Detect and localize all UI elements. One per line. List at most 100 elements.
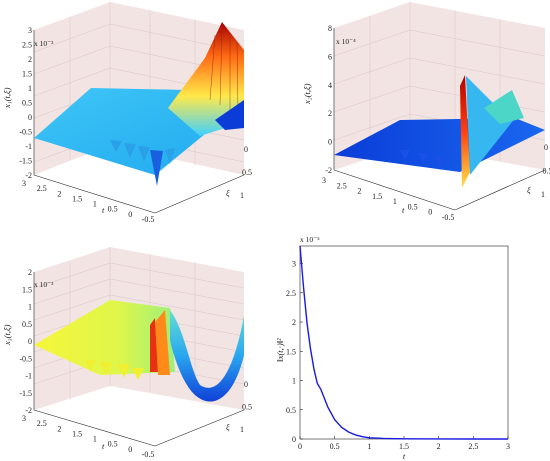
- p3-exponent: x 10⁻³: [34, 280, 54, 289]
- z-tick-label: -1.5: [19, 389, 32, 398]
- p3-zlabel: x₃(t,ξ): [2, 324, 12, 346]
- z-tick-label: 3: [28, 26, 32, 35]
- x-tick-label: 2: [437, 442, 441, 451]
- panel-x1: [33, 2, 245, 214]
- p2-zlabel: x₂(t,ξ): [302, 83, 312, 105]
- z-tick-label: -2: [25, 406, 32, 415]
- p1-z-ticks: 3 2.5 2 1.5 1 0.5 0 -0.5 -1 -1.5 -2: [19, 26, 32, 180]
- surface-bump: [484, 90, 524, 124]
- panel-norm: 0 0.5 1 1.5 2 2.5 3 0 0.5 1 1.5 2 2.5 3: [286, 245, 510, 451]
- t-tick-label: 1: [93, 200, 97, 209]
- t-tick-label: 0.5: [108, 205, 118, 214]
- p2-z-ticks: 8 6 4 2 0 -2: [325, 24, 332, 175]
- x-tick-label: 0.5: [330, 442, 340, 451]
- t-tick-label: 2.5: [337, 181, 347, 190]
- p3-xi-ticks: 00.51: [240, 380, 252, 434]
- t-tick-label: 1: [393, 197, 397, 206]
- xi-tick-label: 0: [244, 380, 248, 389]
- t-tick-label: 2.5: [37, 184, 47, 193]
- p3-t-ticks: 3 2.5 2 1.5 1 0.5 0 -0.5: [22, 414, 154, 459]
- z-tick-label: 2: [328, 109, 332, 118]
- t-tick-label: 0: [428, 208, 432, 217]
- t-tick-label: -0.5: [142, 215, 155, 224]
- p1-zlabel: x₁(t,ξ): [2, 87, 12, 109]
- z-tick-label: 1.5: [22, 285, 32, 294]
- surface-plateau: [34, 300, 175, 375]
- t-tick-label: 0: [128, 445, 132, 454]
- t-tick-label: 1: [93, 435, 97, 444]
- p2-exponent: x 10⁻⁴: [336, 37, 356, 46]
- y-tick-label: 1: [292, 377, 296, 386]
- xi-tick-label: 1: [240, 191, 244, 200]
- t-tick-label: 1.5: [372, 192, 382, 201]
- x-tick-label: 2.5: [468, 442, 478, 451]
- z-tick-label: 1: [28, 84, 32, 93]
- z-tick-label: 1.5: [22, 70, 32, 79]
- p1-exponent: x 10⁻³: [34, 39, 54, 48]
- x-tick-label: 1: [367, 442, 371, 451]
- surface-ridges: [400, 150, 445, 170]
- p1-ylabel: ξ: [226, 188, 230, 198]
- surface-peak: [168, 22, 244, 136]
- t-tick-label: 2.5: [37, 419, 47, 428]
- z-tick-label: -2: [325, 166, 332, 175]
- t-tick-label: 0: [128, 210, 132, 219]
- x-tick-label: 0: [298, 442, 302, 451]
- surface-spike: [150, 318, 158, 372]
- t-tick-label: 3: [22, 414, 26, 423]
- z-tick-label: -1.5: [19, 157, 32, 166]
- z-tick-label: 2.5: [22, 41, 32, 50]
- t-tick-label: 2: [357, 187, 361, 196]
- t-tick-label: 2: [57, 189, 61, 198]
- p2-xlabel: t: [402, 205, 405, 215]
- t-tick-label: 0.5: [408, 202, 418, 211]
- xi-tick-label: 0.5: [242, 403, 252, 412]
- z-tick-label: -2: [25, 171, 32, 180]
- surface-spike-slope: [466, 76, 520, 175]
- xi-tick-label: 0: [244, 145, 248, 154]
- y-tick-label: 1.5: [286, 347, 296, 356]
- y-tick-label: 0: [292, 435, 296, 444]
- xi-tick-label: 0: [544, 143, 548, 152]
- t-tick-label: 1.5: [72, 429, 82, 438]
- z-tick-label: 0.5: [22, 99, 32, 108]
- p2-t-ticks: 3 2.5 2 1.5 1 0.5 0 -0.5: [322, 176, 454, 222]
- t-tick-label: 1.5: [72, 194, 82, 203]
- xi-tick-label: 0.5: [242, 168, 252, 177]
- surface-trough: [215, 100, 244, 130]
- z-tick-label: 4: [328, 81, 332, 90]
- t-tick-label: -0.5: [442, 213, 455, 222]
- xi-tick-label: 1: [240, 425, 244, 434]
- xi-tick-label: 1: [541, 190, 545, 199]
- z-tick-label: 8: [328, 24, 332, 33]
- y-tick-label: 3: [292, 260, 296, 269]
- z-tick-label: 0: [28, 113, 32, 122]
- x-tick-label: 3: [506, 442, 510, 451]
- t-tick-label: 3: [22, 179, 26, 188]
- z-tick-label: -0.5: [19, 354, 32, 363]
- x-tick-label: 1.5: [399, 442, 409, 451]
- p2-ylabel: ξ: [527, 185, 531, 195]
- z-tick-label: 0.5: [22, 320, 32, 329]
- surface-spike-slope: [155, 310, 170, 375]
- surface-ridges: [110, 140, 175, 186]
- t-tick-label: 3: [322, 176, 326, 185]
- axes-box: [33, 30, 245, 214]
- z-tick-label: -0.5: [19, 128, 32, 137]
- z-tick-label: -1: [25, 372, 32, 381]
- surface-valley: [170, 310, 244, 402]
- p1-xi-ticks: 00.51: [240, 145, 252, 200]
- p4-ylabel: ‖x(t,·)‖²: [275, 338, 285, 362]
- t-tick-label: -0.5: [142, 450, 155, 459]
- p3-xlabel: t: [102, 441, 105, 451]
- series-line-0: [299, 245, 508, 440]
- p3-ylabel: ξ: [226, 422, 230, 432]
- z-tick-label: 1: [28, 303, 32, 312]
- z-tick-label: 2: [28, 268, 32, 277]
- p4-exponent: x 10⁻⁵: [300, 235, 320, 244]
- z-tick-label: 0: [328, 138, 332, 147]
- xi-tick-label: 0.5: [543, 167, 550, 176]
- z-tick-label: 2: [28, 55, 32, 64]
- peak-ridges: [209, 29, 239, 113]
- y-tick-label: 2: [292, 318, 296, 327]
